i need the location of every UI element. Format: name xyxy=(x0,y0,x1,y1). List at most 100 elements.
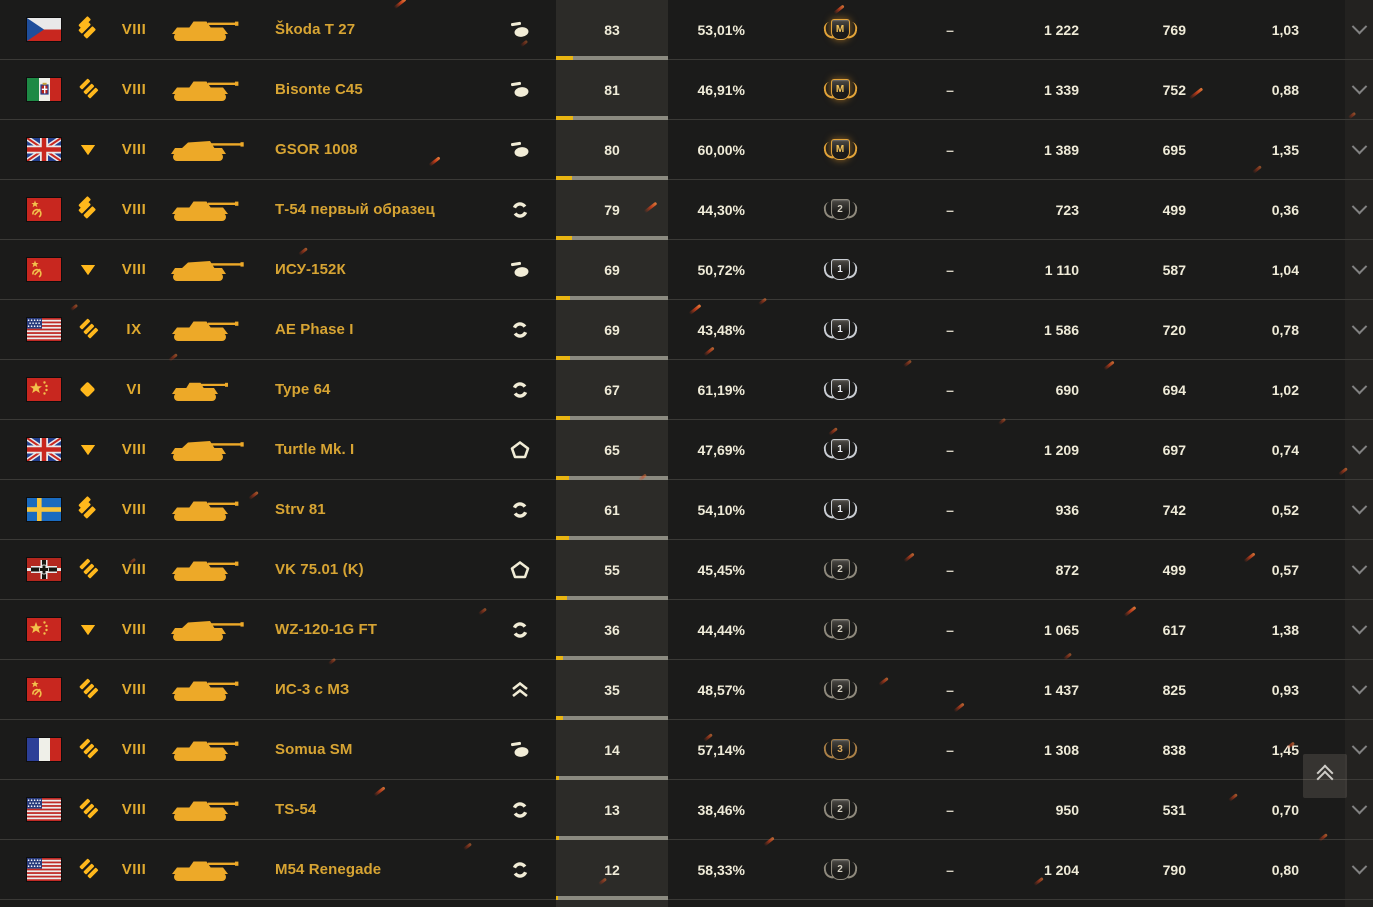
battles-progress-bar xyxy=(556,236,668,240)
mastery-badge-cell: 2 xyxy=(788,840,892,899)
expand-row-button[interactable] xyxy=(1345,480,1373,539)
vehicle-row[interactable]: VIII VK 75.01 (K) 55 45,45% 2 – 872 499 … xyxy=(0,540,1373,600)
expand-row-button[interactable] xyxy=(1345,780,1373,839)
mastery-level: M xyxy=(835,23,845,35)
nation-flag-france xyxy=(0,720,66,779)
avg-experience: 617 xyxy=(1162,621,1186,638)
battles-progress-bar xyxy=(556,176,668,180)
win-rate: 54,10% xyxy=(697,501,745,518)
vehicle-row[interactable]: IX AE Phase I 69 43,48% 1 – 1 586 720 0,… xyxy=(0,300,1373,360)
expand-row-button[interactable] xyxy=(1345,660,1373,719)
laurel-right xyxy=(846,21,858,40)
battles-cell: 81 xyxy=(556,60,668,120)
laurel-left xyxy=(822,21,834,40)
mastery-level: 1 xyxy=(837,383,843,395)
expand-row-button[interactable] xyxy=(1345,420,1373,479)
mastery-shield: 1 xyxy=(830,319,850,340)
efficiency-ratio: 0,70 xyxy=(1271,801,1299,818)
vehicle-row[interactable]: VIII GSOR 1008 80 60,00% M – 1 389 695 1… xyxy=(0,120,1373,180)
battles-count: 69 xyxy=(604,261,620,278)
expand-row-button[interactable] xyxy=(1345,60,1373,119)
mastery-shield: 3 xyxy=(830,739,850,760)
vehicle-row[interactable]: VIII Strv 81 61 54,10% 1 – 936 742 0,52 xyxy=(0,480,1373,540)
battles-cell: 55 xyxy=(556,540,668,600)
vehicle-name: GSOR 1008 xyxy=(275,141,358,158)
avg-experience: 587 xyxy=(1162,261,1186,278)
vehicle-row[interactable]: VIII ИС-3 с МЗ 35 48,57% 2 – 1 437 825 0… xyxy=(0,660,1373,720)
nation-flag-czechoslovakia xyxy=(0,0,66,59)
vehicle-row[interactable]: VIII TS-54 13 38,46% 2 – 950 531 0,70 xyxy=(0,780,1373,840)
mastery-badge-cell: M xyxy=(788,120,892,179)
vehicle-row[interactable]: VIII WZ-120-1G FT 36 44,44% 2 – 1 065 61… xyxy=(0,600,1373,660)
mastery-level: 2 xyxy=(837,623,843,635)
spacer xyxy=(1318,480,1345,539)
mastery-badge-cell: 3 xyxy=(788,720,892,779)
efficiency-ratio: 0,52 xyxy=(1271,501,1299,518)
laurel-left xyxy=(822,801,834,820)
spacer xyxy=(1318,360,1345,419)
expand-row-button[interactable] xyxy=(1345,0,1373,59)
chevron-down-icon xyxy=(1351,78,1367,95)
laurel-right xyxy=(846,261,858,280)
avg-damage: 1 209 xyxy=(1043,441,1079,458)
vehicle-status-icon xyxy=(492,180,548,239)
tier-label: VIII xyxy=(121,141,147,158)
expand-row-button[interactable] xyxy=(1345,120,1373,179)
chevron-down-icon xyxy=(1351,378,1367,395)
expand-row-button[interactable] xyxy=(1345,240,1373,299)
mastery-badge-cell: 2 xyxy=(788,780,892,839)
vehicle-row[interactable]: VIII Т-54 первый образец 79 44,30% 2 – 7… xyxy=(0,180,1373,240)
battles-cell: 61 xyxy=(556,480,668,540)
avg-experience: 790 xyxy=(1162,861,1186,878)
marks-of-excellence: – xyxy=(946,861,954,878)
expand-row-button[interactable] xyxy=(1345,540,1373,599)
vehicle-row[interactable]: VIII Škoda T 27 83 53,01% M – 1 222 769 … xyxy=(0,0,1373,60)
chevron-down-icon xyxy=(1351,198,1367,215)
spacer xyxy=(1318,120,1345,179)
win-rate: 38,46% xyxy=(697,801,745,818)
double-chevron-up-icon xyxy=(509,680,531,700)
tank-with-flag-icon xyxy=(509,740,531,760)
mastery-badge-cell: M xyxy=(788,60,892,119)
chevron-down-icon xyxy=(1351,738,1367,755)
efficiency-ratio: 0,88 xyxy=(1271,81,1299,98)
vehicle-row[interactable]: VIII M54 Renegade 12 58,33% 2 – 1 204 79… xyxy=(0,840,1373,900)
expand-row-button[interactable] xyxy=(1345,600,1373,659)
spacer xyxy=(1318,300,1345,359)
laurel-right xyxy=(846,801,858,820)
vehicle-row[interactable]: VI Type 64 67 61,19% 1 – 690 694 1,02 xyxy=(0,360,1373,420)
expand-row-button[interactable] xyxy=(1345,840,1373,899)
mastery-level: 2 xyxy=(837,863,843,875)
vehicle-row[interactable]: VIII Turtle Mk. I 65 47,69% 1 – 1 209 69… xyxy=(0,420,1373,480)
tier-label: VIII xyxy=(121,681,147,698)
vehicle-row[interactable]: VIII Bisonte C45 81 46,91% M – 1 339 752… xyxy=(0,60,1373,120)
expand-row-button[interactable] xyxy=(1345,180,1373,239)
mastery-level: 1 xyxy=(837,263,843,275)
vehicle-row[interactable]: VIII Somua SM 14 57,14% 3 – 1 308 838 1,… xyxy=(0,720,1373,780)
mastery-shield: 2 xyxy=(830,199,850,220)
efficiency-ratio: 0,80 xyxy=(1271,861,1299,878)
spacer xyxy=(1318,600,1345,659)
avg-experience: 838 xyxy=(1162,741,1186,758)
laurel-left xyxy=(822,81,834,100)
tier-label: VIII xyxy=(121,741,147,758)
vehicle-row[interactable]: VIII ИСУ-152К 69 50,72% 1 – 1 110 587 1,… xyxy=(0,240,1373,300)
mastery-badge: 1 xyxy=(822,379,858,400)
mastery-badge-cell: M xyxy=(788,0,892,59)
vehicle-silhouette-icon xyxy=(158,180,262,239)
vehicle-silhouette-icon xyxy=(158,0,262,59)
cycle-icon xyxy=(509,860,531,880)
cycle-icon xyxy=(509,320,531,340)
expand-row-button[interactable] xyxy=(1345,360,1373,419)
tier-label: VIII xyxy=(121,501,147,518)
vehicle-status-icon xyxy=(492,360,548,419)
scroll-to-top-button[interactable] xyxy=(1303,754,1347,798)
nation-flag-ussr xyxy=(0,240,66,299)
expand-row-button[interactable] xyxy=(1345,300,1373,359)
avg-experience: 499 xyxy=(1162,561,1186,578)
vehicle-class-icon xyxy=(66,780,110,839)
vehicle-status-icon xyxy=(492,120,548,179)
expand-row-button[interactable] xyxy=(1345,720,1373,779)
avg-damage: 1 586 xyxy=(1043,321,1079,338)
nation-flag-china xyxy=(0,600,66,659)
